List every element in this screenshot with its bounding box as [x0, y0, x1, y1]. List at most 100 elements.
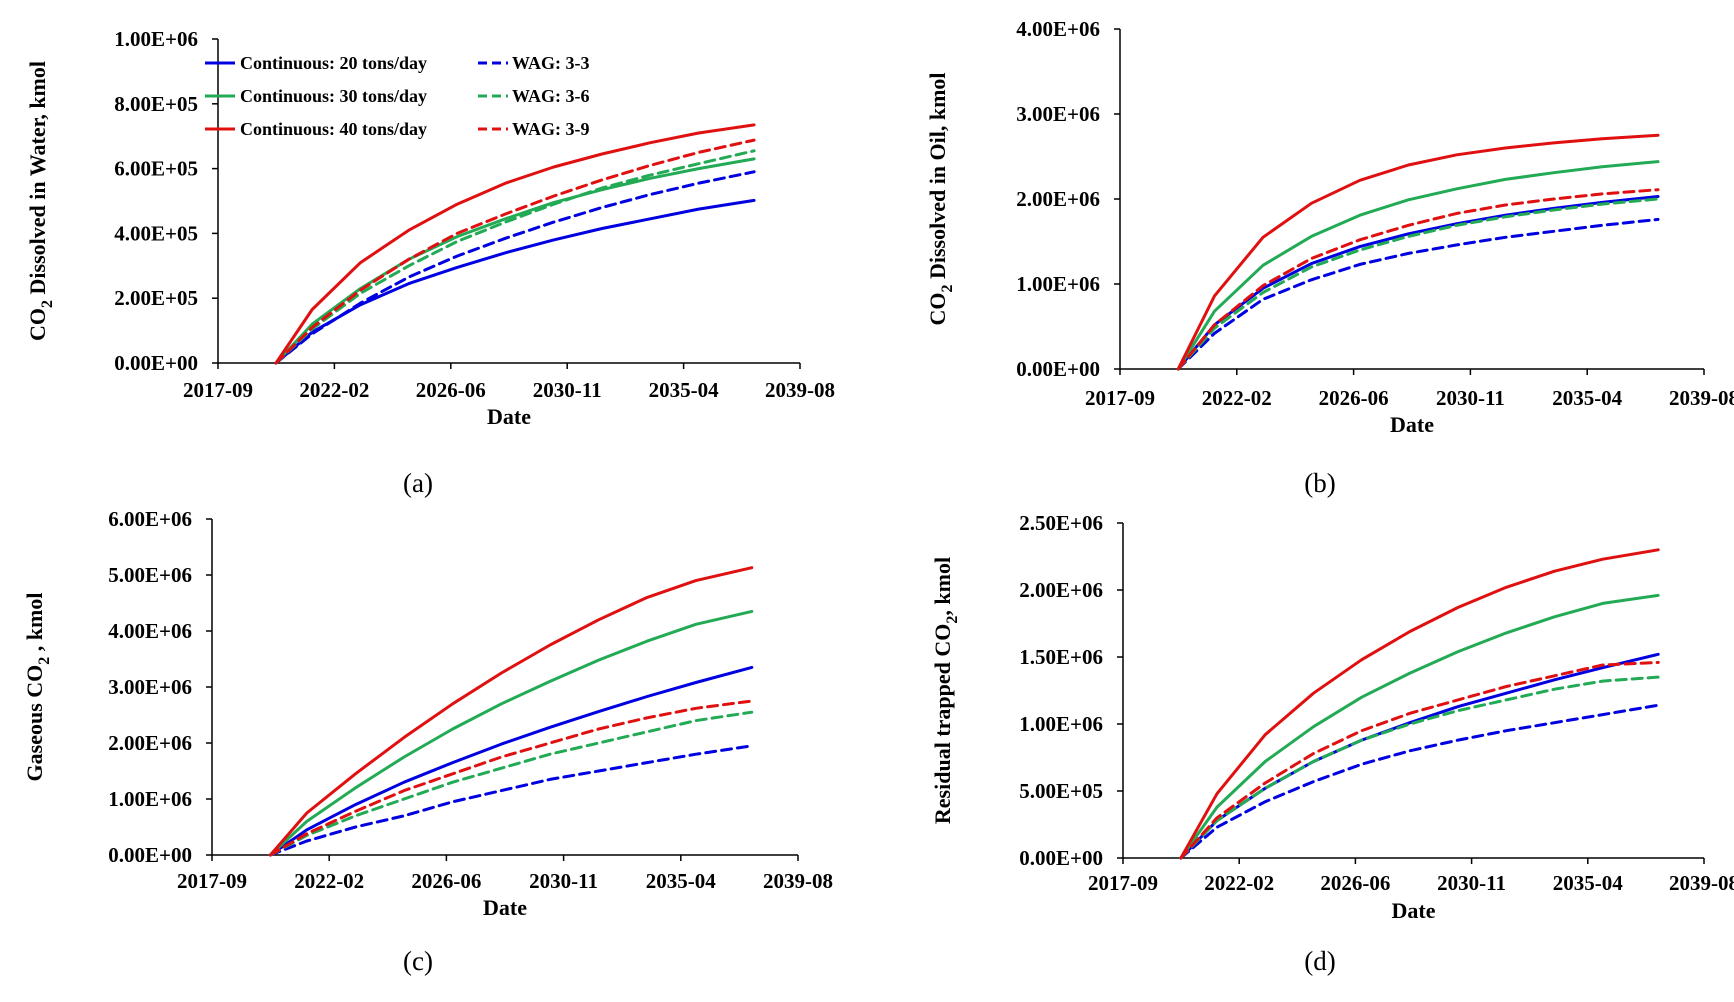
data-point — [1657, 160, 1660, 163]
data-point — [1216, 806, 1219, 809]
data-point — [1657, 134, 1660, 137]
data-point — [1262, 291, 1265, 294]
data-point — [601, 206, 604, 209]
x-tick-label: 2039-08 — [1669, 871, 1734, 895]
data-point — [750, 610, 753, 613]
data-point — [1552, 171, 1555, 174]
x-axis-title: Date — [1392, 898, 1436, 923]
data-point — [1312, 725, 1315, 728]
data-point — [1657, 218, 1660, 221]
data-point — [451, 800, 454, 803]
panel-caption: (b) — [1304, 468, 1335, 498]
x-tick-label: 2017-09 — [1085, 386, 1155, 410]
data-point — [697, 182, 700, 185]
y-axis-title: CO2 Dissolved in Oil, kmol — [925, 72, 956, 325]
x-tick-label: 2022-02 — [299, 378, 369, 402]
data-point — [1601, 680, 1604, 683]
data-point — [1408, 749, 1411, 752]
data-point — [1455, 212, 1458, 215]
data-point — [1262, 264, 1265, 267]
data-point — [552, 238, 555, 241]
series-line-wag-3-9 — [274, 138, 756, 365]
x-tick-label: 2026-06 — [416, 378, 486, 402]
data-point — [1360, 658, 1363, 661]
data-point — [1213, 332, 1216, 335]
data-point — [504, 251, 507, 254]
x-tick-label: 2030-11 — [1436, 386, 1505, 410]
data-point — [1601, 224, 1604, 227]
data-point — [407, 276, 410, 279]
data-point — [597, 659, 600, 662]
data-point — [1408, 672, 1411, 675]
data-point — [1358, 249, 1361, 252]
data-point — [456, 255, 459, 258]
y-tick-label: 3.00E+06 — [108, 675, 192, 699]
y-tick-label: 2.00E+05 — [114, 286, 198, 310]
data-point — [500, 767, 503, 770]
data-point — [354, 803, 357, 806]
data-point — [1213, 294, 1216, 297]
data-point — [354, 786, 357, 789]
y-tick-label: 1.50E+06 — [1019, 645, 1103, 669]
x-tick-label: 2022-02 — [1202, 386, 1272, 410]
data-point — [1601, 602, 1604, 605]
data-point — [597, 728, 600, 731]
data-point — [753, 139, 756, 142]
data-point — [1312, 760, 1315, 763]
x-tick-label: 2022-02 — [294, 869, 364, 893]
legend-label: Continuous: 40 tons/day — [240, 119, 427, 139]
data-point — [1657, 653, 1660, 656]
data-point — [1213, 323, 1216, 326]
data-point — [1457, 739, 1460, 742]
x-tick-label: 2022-02 — [1204, 871, 1274, 895]
x-tick-label: 2026-06 — [1320, 871, 1390, 895]
data-point — [1553, 688, 1556, 691]
data-point — [1504, 178, 1507, 181]
data-point — [750, 666, 753, 669]
data-point — [311, 326, 314, 329]
data-point — [451, 772, 454, 775]
x-tick-label: 2039-08 — [763, 869, 833, 893]
data-point — [750, 744, 753, 747]
data-point — [1216, 792, 1219, 795]
data-point — [456, 235, 459, 238]
data-point — [753, 123, 756, 126]
data-point — [1457, 650, 1460, 653]
data-point — [697, 162, 700, 165]
data-point — [694, 707, 697, 710]
x-tick-label: 2017-09 — [177, 869, 247, 893]
data-point — [456, 203, 459, 206]
data-point — [646, 716, 649, 719]
data-point — [753, 170, 756, 173]
data-point — [1177, 368, 1180, 371]
data-point — [552, 221, 555, 224]
data-point — [1360, 763, 1363, 766]
data-point — [1657, 594, 1660, 597]
x-tick-label: 2035-04 — [649, 378, 719, 402]
chart-panel-a: 0.00E+00 2.00E+05 4.00E+05 6.00E+05 8.00E+05… — [25, 27, 835, 498]
series-line-wag-3-9 — [268, 699, 754, 857]
data-point — [549, 726, 552, 729]
data-point — [451, 781, 454, 784]
data-point — [305, 832, 308, 835]
y-axis-title: Residual trapped CO2, kmol — [930, 557, 961, 824]
data-point — [407, 282, 410, 285]
chart-panel-c: 0.00E+00 1.00E+06 2.00E+06 3.00E+06 4.00E+06… — [22, 507, 833, 976]
data-point — [275, 362, 278, 365]
data-point — [694, 623, 697, 626]
data-point — [1216, 816, 1219, 819]
data-point — [500, 702, 503, 705]
series-line-wag-3-9 — [1176, 188, 1660, 371]
data-point — [359, 302, 362, 305]
data-point — [1457, 705, 1460, 708]
x-axis-title: Date — [483, 895, 527, 920]
y-tick-label: 1.00E+06 — [1019, 712, 1103, 736]
data-point — [646, 596, 649, 599]
data-point — [456, 232, 459, 235]
data-point — [1310, 278, 1313, 281]
y-tick-label: 5.00E+05 — [1019, 779, 1103, 803]
series-line-continuous-30-tons-day — [274, 157, 756, 365]
series-line-wag-3-3 — [274, 170, 756, 365]
y-tick-label: 2.50E+06 — [1019, 511, 1103, 535]
